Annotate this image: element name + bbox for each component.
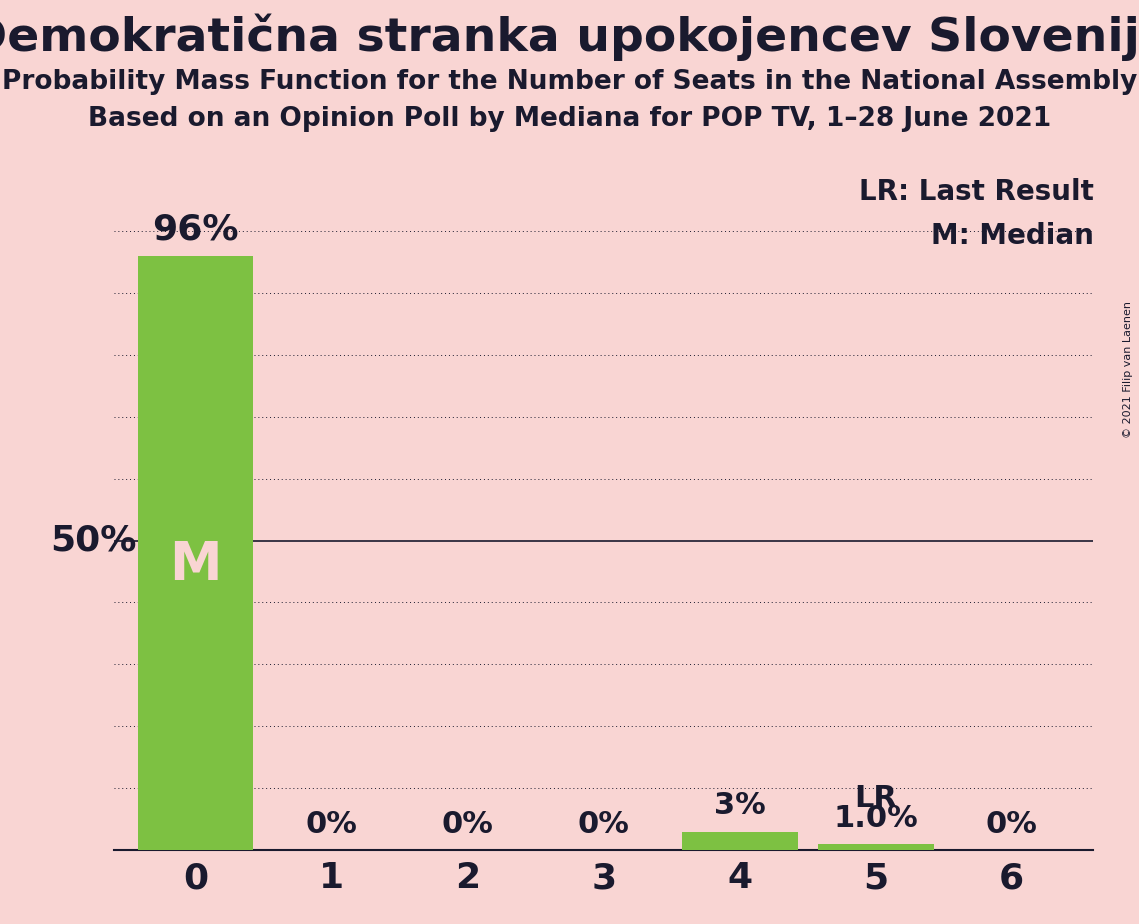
Text: M: M bbox=[170, 540, 222, 591]
Bar bbox=[682, 832, 797, 850]
Text: 1.0%: 1.0% bbox=[834, 804, 918, 833]
Bar bbox=[138, 256, 253, 850]
Text: M: Median: M: Median bbox=[931, 222, 1093, 249]
Text: © 2021 Filip van Laenen: © 2021 Filip van Laenen bbox=[1123, 301, 1133, 438]
Text: Based on an Opinion Poll by Mediana for POP TV, 1–28 June 2021: Based on an Opinion Poll by Mediana for … bbox=[88, 106, 1051, 132]
Text: 0%: 0% bbox=[305, 810, 358, 839]
Text: 50%: 50% bbox=[50, 524, 137, 557]
Bar bbox=[818, 844, 934, 850]
Text: 96%: 96% bbox=[153, 213, 239, 247]
Text: 3%: 3% bbox=[714, 791, 765, 821]
Text: Probability Mass Function for the Number of Seats in the National Assembly: Probability Mass Function for the Number… bbox=[2, 69, 1137, 95]
Text: LR: LR bbox=[854, 784, 898, 813]
Text: 0%: 0% bbox=[986, 810, 1038, 839]
Text: 0%: 0% bbox=[577, 810, 630, 839]
Text: 0%: 0% bbox=[442, 810, 493, 839]
Text: Demokratična stranka upokojencev Slovenije: Demokratična stranka upokojencev Sloveni… bbox=[0, 14, 1139, 61]
Text: LR: Last Result: LR: Last Result bbox=[859, 178, 1093, 206]
